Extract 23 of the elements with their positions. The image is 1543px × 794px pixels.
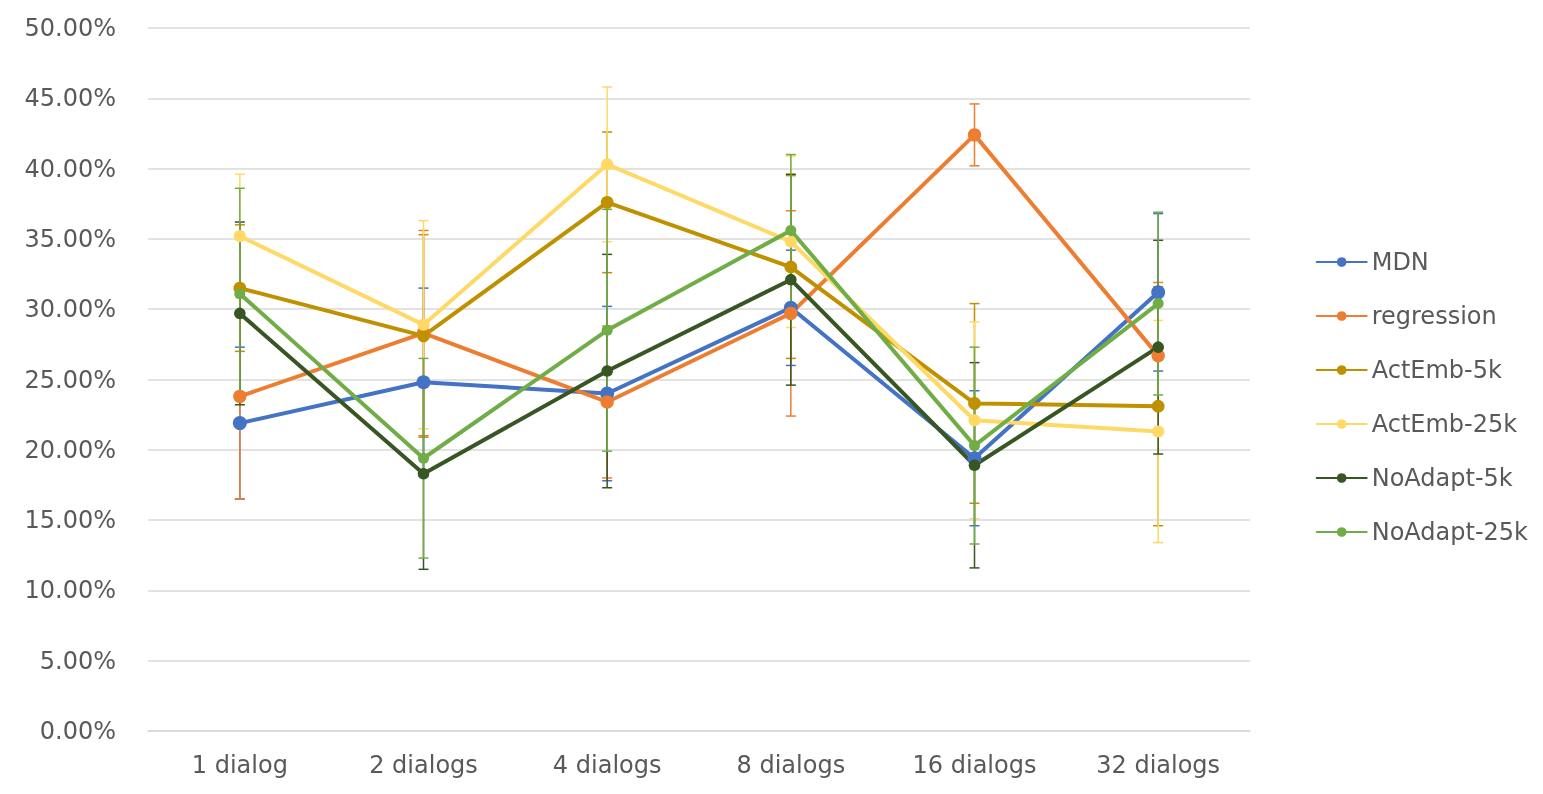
y-tick-label: 35.00% — [24, 224, 116, 253]
y-tick-label: 50.00% — [24, 14, 116, 42]
legend-label: NoAdapt-5k — [1371, 464, 1513, 492]
legend-label: MDN — [1371, 248, 1429, 276]
legend-label: ActEmb-5k — [1371, 356, 1502, 384]
x-tick-label: 2 dialogs — [369, 751, 478, 779]
x-tick-label: 16 dialogs — [912, 751, 1037, 779]
y-tick-label: 25.00% — [24, 365, 116, 394]
x-tick-label: 1 dialog — [191, 751, 288, 779]
legend-label: regression — [1371, 302, 1497, 330]
y-tick-label: 20.00% — [24, 435, 116, 464]
x-tick-label: 8 dialogs — [736, 751, 846, 779]
legend-label: ActEmb-25k — [1371, 410, 1518, 438]
y-tick-label: 30.00% — [24, 295, 116, 324]
y-tick-label: 5.00% — [39, 646, 116, 675]
y-tick-label: 15.00% — [24, 506, 116, 535]
legend-label: NoAdapt-25k — [1371, 518, 1529, 546]
x-tick-label: 4 dialogs — [552, 751, 662, 779]
x-tick-label: 32 dialogs — [1096, 751, 1221, 779]
y-tick-label: 45.00% — [24, 84, 116, 113]
y-tick-label: 40.00% — [24, 154, 116, 183]
y-tick-label: 10.00% — [24, 576, 116, 605]
y-tick-label: 0.00% — [39, 717, 116, 745]
